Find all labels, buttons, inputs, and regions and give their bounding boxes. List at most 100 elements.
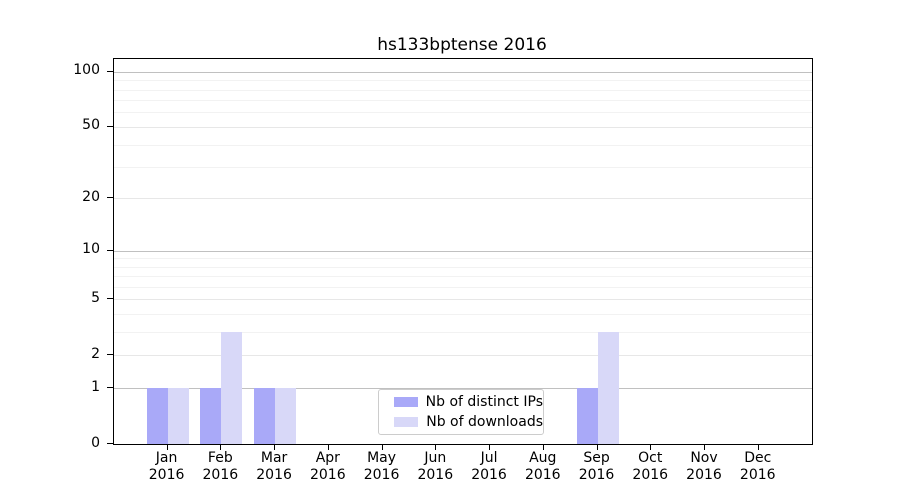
y-tick-10 [107, 249, 113, 251]
y-tick-50 [107, 125, 113, 127]
x-tick-label-jul: Jul 2016 [457, 450, 521, 484]
x-tick-jun [435, 444, 437, 450]
x-tick-label-year: 2016 [363, 467, 400, 483]
y-tick-label-50: 50 [82, 117, 100, 134]
y-tick-20 [107, 197, 113, 199]
x-tick-may [381, 444, 383, 450]
legend-swatch-distinct-ips [394, 397, 418, 408]
gridline-30 [114, 167, 812, 169]
chart-title: hs133bptense 2016 [377, 35, 547, 55]
x-tick-label-jan: Jan 2016 [135, 450, 199, 484]
gridline-6 [114, 287, 812, 289]
gridline-9 [114, 258, 812, 260]
x-tick-dec [757, 444, 759, 450]
y-tick-label-0: 0 [91, 434, 100, 451]
x-tick-label-mar: Mar 2016 [242, 450, 306, 484]
x-tick-label-year: 2016 [471, 467, 507, 483]
y-tick-label-5: 5 [91, 289, 100, 306]
y-tick-2 [107, 354, 113, 356]
x-tick-label-month: Sep [583, 450, 610, 466]
x-tick-aug [542, 444, 544, 450]
x-tick-sep [596, 444, 598, 450]
legend-item-distinct-ips: Nb of distinct IPs [379, 393, 543, 411]
x-tick-label-year: 2016 [524, 467, 561, 483]
y-tick-label-20: 20 [82, 188, 100, 205]
x-tick-label-year: 2016 [202, 467, 239, 483]
x-tick-label-sep: Sep 2016 [565, 450, 629, 484]
y-tick-5 [107, 298, 113, 300]
x-tick-label-month: Nov [690, 450, 718, 466]
x-tick-oct [650, 444, 652, 450]
x-tick-label-month: Feb [207, 450, 233, 466]
x-tick-label-month: May [367, 450, 397, 466]
x-tick-label-nov: Nov 2016 [672, 450, 736, 484]
legend: Nb of distinct IPs Nb of downloads [378, 389, 544, 435]
x-tick-mar [274, 444, 276, 450]
legend-label-downloads: Nb of downloads [426, 413, 543, 430]
gridline-70 [114, 100, 812, 102]
gridline-7 [114, 276, 812, 278]
x-tick-label-year: 2016 [686, 467, 722, 483]
y-tick-label-1: 1 [91, 378, 100, 395]
y-tick-1 [107, 387, 113, 389]
x-tick-label-jun: Jun 2016 [403, 450, 467, 484]
x-tick-feb [220, 444, 222, 450]
y-tick-label-2: 2 [91, 345, 100, 362]
x-tick-apr [327, 444, 329, 450]
x-tick-label-month: Oct [638, 450, 663, 466]
x-tick-label-oct: Oct 2016 [618, 450, 682, 484]
x-tick-label-month: Jun [424, 450, 447, 466]
gridline-40 [114, 144, 812, 146]
x-tick-label-month: Dec [744, 450, 772, 466]
gridline-3 [114, 332, 812, 334]
legend-label-distinct-ips: Nb of distinct IPs [425, 394, 543, 411]
x-tick-label-year: 2016 [417, 467, 454, 483]
bar-distinct-ips-feb [200, 388, 222, 444]
gridline-5 [114, 299, 812, 301]
gridlines-layer [114, 59, 812, 444]
x-tick-label-apr: Apr 2016 [296, 450, 360, 484]
x-tick-label-month: Jan [155, 450, 178, 466]
x-tick-label-feb: Feb 2016 [188, 450, 252, 484]
x-tick-label-year: 2016 [309, 467, 346, 483]
gridline-2 [114, 355, 812, 357]
gridline-100 [114, 71, 812, 73]
bar-distinct-ips-mar [254, 388, 276, 444]
bar-downloads-jan [167, 388, 189, 444]
bar-distinct-ips-sep [576, 388, 598, 444]
x-tick-nov [704, 444, 705, 450]
x-tick-label-year: 2016 [578, 467, 615, 483]
x-tick-jul [489, 444, 491, 450]
y-tick-0 [107, 443, 113, 444]
y-tick-100 [107, 70, 113, 72]
gridline-90 [114, 80, 812, 82]
x-tick-label-month: Apr [315, 450, 340, 466]
x-tick-label-may: May 2016 [350, 450, 414, 484]
x-tick-label-month: Aug [529, 450, 557, 466]
x-tick-label-year: 2016 [739, 467, 776, 483]
legend-swatch-downloads [394, 416, 419, 427]
plot-area [113, 58, 813, 445]
gridline-50 [114, 126, 812, 128]
x-tick-label-year: 2016 [256, 467, 292, 483]
x-tick-label-aug: Aug 2016 [511, 450, 575, 484]
bar-distinct-ips-jan [146, 388, 168, 444]
gridline-60 [114, 112, 812, 114]
x-tick-label-year: 2016 [632, 467, 669, 483]
x-tick-label-month: Mar [260, 450, 288, 466]
x-tick-label-year: 2016 [148, 467, 185, 483]
bars-layer [114, 59, 812, 444]
x-tick-label-dec: Dec 2016 [726, 450, 790, 484]
y-tick-label-10: 10 [82, 241, 100, 258]
bar-downloads-mar [275, 388, 297, 444]
gridline-20 [114, 198, 812, 200]
x-tick-label-month: Jul [480, 450, 498, 466]
x-tick-jan [166, 444, 168, 450]
gridline-8 [114, 266, 812, 268]
gridline-1 [114, 388, 812, 390]
gridline-10 [114, 250, 812, 252]
bar-downloads-sep [597, 332, 619, 444]
y-tick-label-100: 100 [73, 62, 100, 79]
bar-downloads-feb [221, 332, 243, 444]
